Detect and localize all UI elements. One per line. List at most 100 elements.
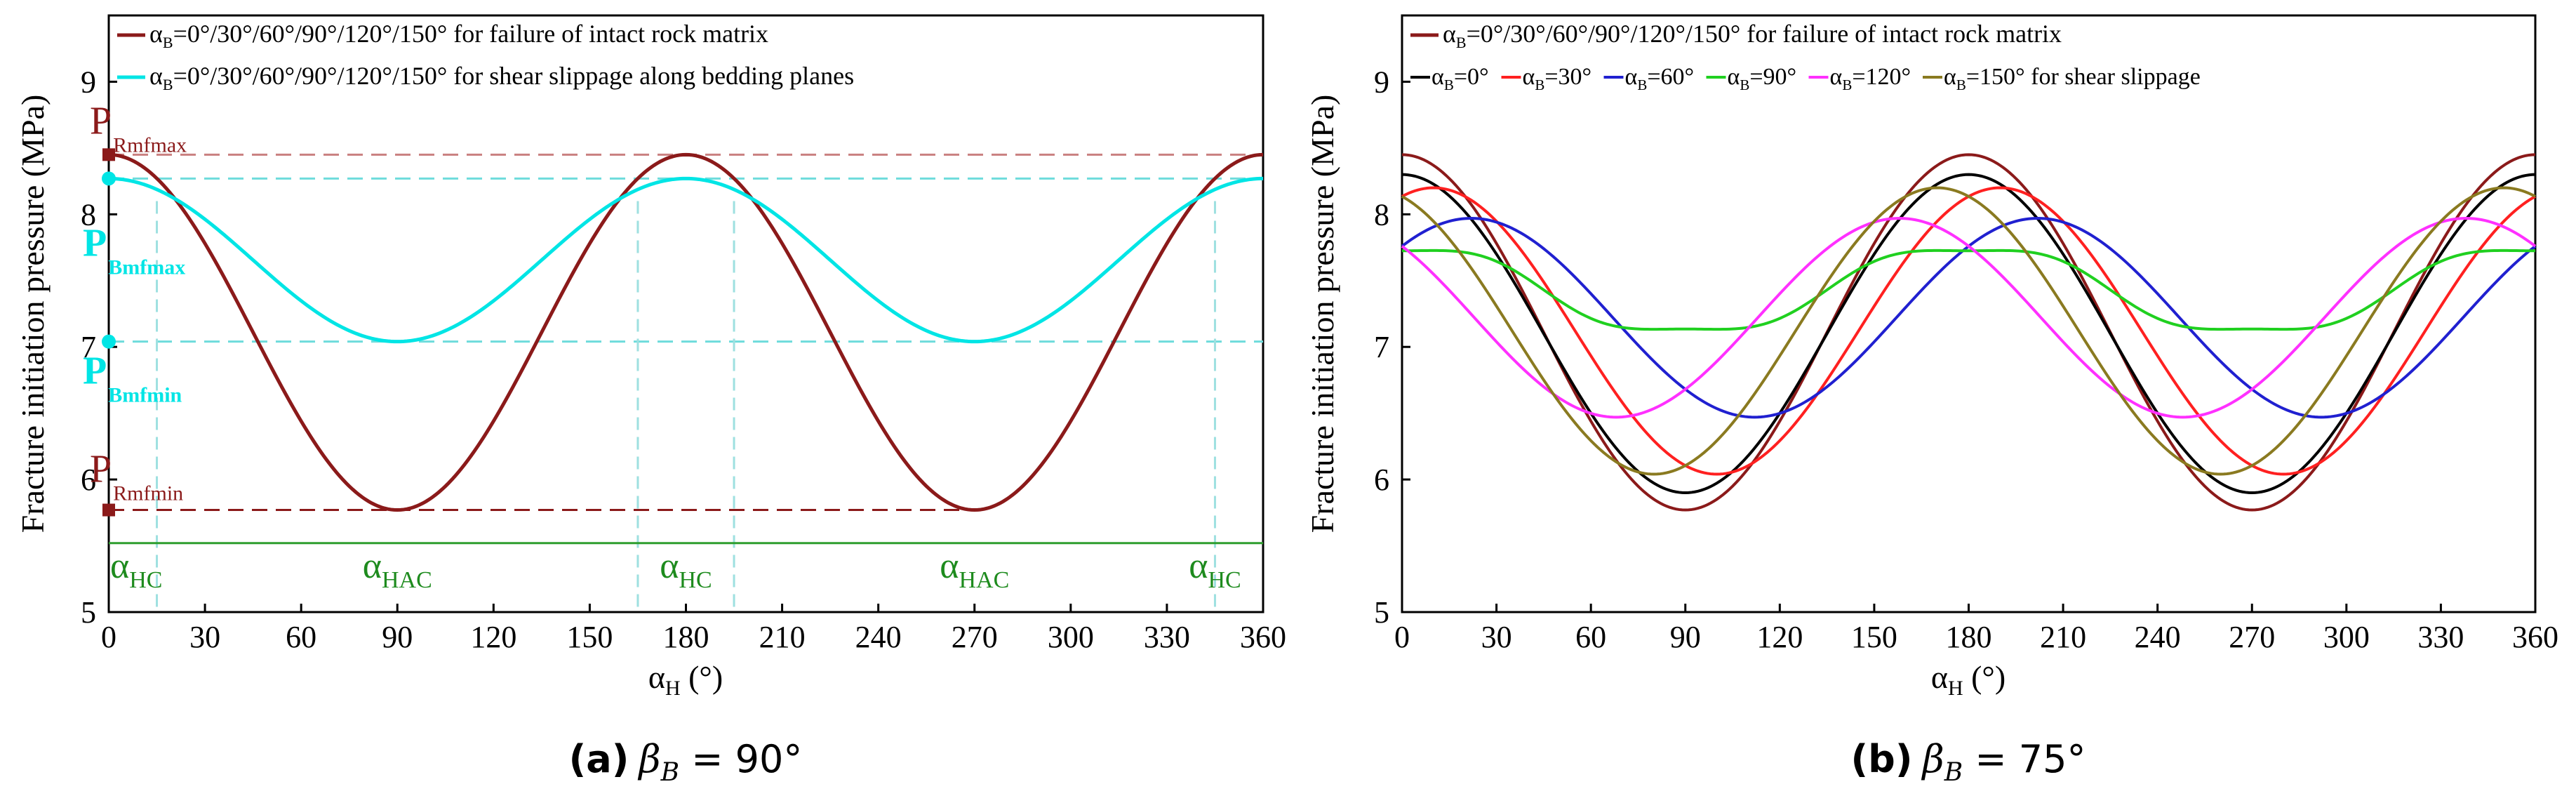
x-tick-label: 240 <box>2135 620 2181 654</box>
label-alpha-hc: αHC <box>110 546 162 593</box>
x-tick-label: 90 <box>1670 620 1701 654</box>
legend-label-greek: α <box>1432 64 1444 90</box>
chart-a-frame <box>107 14 1264 613</box>
x-tick-label: 270 <box>952 620 998 654</box>
legend-label-sub: B <box>1456 34 1467 51</box>
legend-label-greek: α <box>149 20 163 48</box>
caption-a-label: (a) <box>569 737 629 781</box>
legend-label: αB=150° for shear slippage <box>1944 64 2201 93</box>
chart-b-series <box>1401 153 2537 512</box>
label-alpha-sub: HAC <box>382 567 432 593</box>
chart-b-legend: αB=0°/30°/60°/90°/120°/150° for failure … <box>1410 20 2201 93</box>
caption-a-rest: = 90° <box>679 737 802 781</box>
caption-b-label: (b) <box>1851 737 1913 781</box>
chart-a-guides <box>109 153 1263 612</box>
caption-b-sub: B <box>1944 758 1963 787</box>
legend-label-text: =0°/30°/60°/90°/120°/150° for shear slip… <box>173 62 855 90</box>
legend-label-text: =0°/30°/60°/90°/120°/150° for failure of… <box>1467 20 2062 48</box>
label-alpha-hc: αHC <box>660 546 712 593</box>
legend-label-sub: B <box>1956 77 1966 93</box>
legend-label-greek: α <box>1728 64 1740 90</box>
label-alpha-hc: αHC <box>1189 546 1241 593</box>
marker-P_Rmfmin <box>102 503 115 517</box>
y-tick-label: 8 <box>81 197 96 232</box>
chart-panel-a: 0 30 60 90 120 150 180 210 240 270 300 330 36056789 … <box>15 14 1286 700</box>
x-tick-label: 270 <box>2229 620 2275 654</box>
chart-b-frame <box>1401 14 2537 613</box>
x-tick-label: 0 <box>1394 620 1410 654</box>
legend-label-text: =0° <box>1454 64 1489 90</box>
chart-b-xlabel-sub: H <box>1948 677 1963 700</box>
label-P_Bmfmax-sub: Bmfmax <box>108 255 185 279</box>
legend-label-greek: α <box>1625 64 1638 90</box>
label-alpha-sub: HC <box>129 567 162 593</box>
legend-label: αB=0°/30°/60°/90°/120°/150° for shear sl… <box>149 62 854 93</box>
label-P_Rmfmax: PRmfmax <box>90 99 187 157</box>
chart-a-ylabel: Fracture initiation pressure (MPa) <box>15 95 51 533</box>
chart-a-legend: αB=0°/30°/60°/90°/120°/150° for failure … <box>117 20 854 93</box>
series-line-0 <box>108 152 1264 512</box>
label-P_Rmfmax-sub: Rmfmax <box>113 133 187 157</box>
y-tick-label: 7 <box>1374 330 1389 364</box>
label-P_Bmfmin-main: P <box>83 350 107 393</box>
label-P_Bmfmax-main: P <box>83 221 107 265</box>
legend-label: αB=30° <box>1523 64 1592 93</box>
legend-label: αB=0°/30°/60°/90°/120°/150° for failure … <box>1443 20 2062 51</box>
x-tick-label: 30 <box>189 620 220 654</box>
label-alpha-sub: HC <box>679 567 712 593</box>
legend-label-text: =120° <box>1852 64 1911 90</box>
caption-b-beta: β <box>1921 737 1944 781</box>
y-tick-label: 5 <box>1374 595 1389 630</box>
legend-label-greek: α <box>1830 64 1843 90</box>
label-alpha-main: α <box>363 546 382 586</box>
caption-a-sub: B <box>660 758 679 787</box>
legend-label-text: =60° <box>1647 64 1694 90</box>
legend-label-text: =90° <box>1749 64 1796 90</box>
chart-a-xlabel-unit: (°) <box>681 659 723 695</box>
chart-a-xlabel: αH (°) <box>648 659 723 700</box>
series-line-6 <box>1401 186 2536 476</box>
series-line-1 <box>1401 173 2536 495</box>
chart-a-xlabel-main: α <box>648 659 665 695</box>
chart-b-ticks: 0 30 60 90 120 150 180 210 240 270 300 330 360 5 6 7 8 9 <box>1374 65 2558 654</box>
x-tick-label: 150 <box>566 620 613 654</box>
chart-panel-b: 0 30 60 90 120 150 180 210 240 270 300 330 36056789 … <box>1304 14 2558 700</box>
y-tick-label: 9 <box>81 65 96 99</box>
x-tick-label: 0 <box>101 620 116 654</box>
legend-label-sub: B <box>163 34 173 51</box>
x-tick-label: 330 <box>1144 620 1190 654</box>
series-line-2 <box>1401 186 2536 476</box>
legend-label-sub: B <box>1444 77 1454 93</box>
caption-a-beta: β <box>637 737 660 781</box>
legend-label: αB=60° <box>1625 64 1695 93</box>
chart-b-xlabel: αH (°) <box>1931 659 2006 700</box>
legend-label-sub: B <box>1842 77 1852 93</box>
chart-b-xlabel-unit: (°) <box>1963 659 2006 695</box>
chart-a-series <box>108 152 1264 512</box>
legend-label-text: =150° for shear slippage <box>1966 64 2201 90</box>
label-P_Rmfmin: PRmfmin <box>90 448 183 505</box>
legend-label: αB=0° <box>1432 64 1489 93</box>
legend-label-sub: B <box>1637 77 1647 93</box>
label-alpha-hac: αHAC <box>940 546 1009 593</box>
legend-label-text: =30° <box>1544 64 1591 90</box>
x-tick-label: 240 <box>855 620 902 654</box>
x-tick-label: 210 <box>2040 620 2086 654</box>
label-alpha-hac: αHAC <box>363 546 432 593</box>
y-tick-label: 7 <box>81 330 96 364</box>
x-tick-label: 360 <box>1240 620 1286 654</box>
label-P_Bmfmin-sub: Bmfmin <box>108 384 182 407</box>
label-P_Rmfmax-main: P <box>90 99 112 142</box>
label-P_Bmfmin: PBmfmin <box>83 350 182 407</box>
series-line-5 <box>1401 216 2537 419</box>
y-tick-label: 6 <box>1374 463 1389 497</box>
label-alpha-main: α <box>660 546 679 586</box>
chart-a-ticks: 0 30 60 90 120 150 180 210 240 270 300 330 360 5 6 7 8 9 <box>81 65 1286 654</box>
x-tick-label: 60 <box>286 620 316 654</box>
x-tick-label: 360 <box>2512 620 2558 654</box>
x-tick-label: 330 <box>2417 620 2464 654</box>
marker-P_Bmfmin <box>102 334 116 349</box>
chart-a-xlabel-sub: H <box>665 677 681 700</box>
legend-label-greek: α <box>1944 64 1956 90</box>
